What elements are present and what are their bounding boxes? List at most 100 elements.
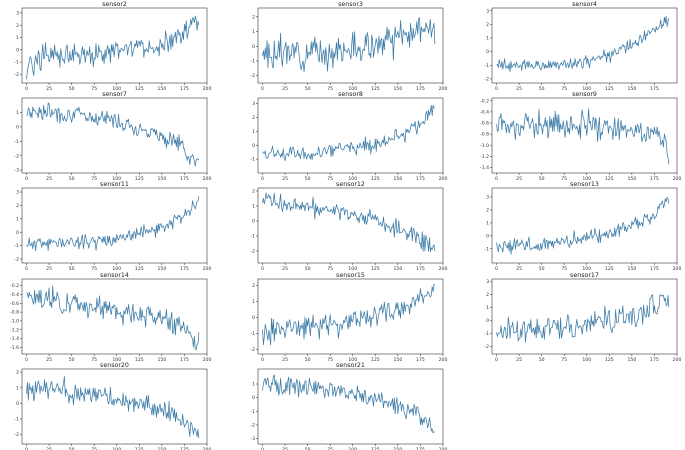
x-tick-label: 50 [305, 86, 311, 92]
y-tick-label: 0 [252, 143, 255, 149]
y-tick-label: -0.4 [480, 109, 489, 115]
x-tick-label: 50 [69, 266, 75, 272]
y-tick-label: -1.2 [10, 327, 19, 333]
x-tick-label: 175 [650, 266, 659, 272]
x-tick-label: 200 [673, 266, 682, 272]
x-tick-label: 50 [69, 357, 75, 363]
series-line-sensor13 [496, 196, 670, 255]
x-tick-label: 50 [305, 357, 311, 363]
y-tick-label: -1 [250, 234, 255, 240]
y-tick-label: -0.6 [480, 121, 489, 127]
subplot-sensor13: sensor13 0 25 50 75 100 125 150 175 200 -1 0 1 2 3 [484, 181, 681, 272]
x-tick-label: 125 [605, 357, 614, 363]
x-tick-label: 75 [91, 357, 97, 363]
x-tick-label: 25 [282, 176, 288, 182]
x-tick-label: 125 [135, 447, 144, 450]
axes-frame [257, 7, 444, 84]
y-tick-label: 0 [252, 44, 255, 50]
series-line-sensor17 [496, 294, 670, 343]
x-tick-label: 75 [91, 447, 97, 450]
x-tick-label: 175 [650, 176, 659, 182]
y-tick-label: -0.2 [10, 283, 19, 289]
subplot-sensor7: sensor7 0 25 50 75 100 125 150 175 200 -3 -2 -1 0 1 [14, 91, 211, 182]
y-tick-label: 3 [486, 279, 489, 285]
x-tick-label: 0 [25, 447, 28, 450]
y-tick-label: 1 [252, 382, 255, 388]
y-tick-label: 2 [252, 14, 255, 20]
y-tick-label: 2 [252, 283, 255, 289]
x-tick-label: 200 [203, 266, 212, 272]
x-tick-label: 75 [91, 86, 97, 92]
y-tick-label: 1 [486, 305, 489, 311]
y-tick-label: 0 [16, 124, 19, 130]
y-tick-label: 2 [16, 203, 19, 209]
y-tick-label: -1 [484, 246, 489, 252]
x-tick-label: 175 [650, 86, 659, 92]
subplot-title: sensor7 [102, 91, 127, 98]
y-tick-label: 3 [16, 190, 19, 196]
x-tick-label: 150 [157, 266, 166, 272]
y-tick-label: -2 [250, 73, 255, 79]
x-tick-label: 125 [135, 357, 144, 363]
y-tick-label: -0.4 [10, 292, 19, 298]
x-tick-label: 0 [25, 176, 28, 182]
x-tick-label: 0 [261, 357, 264, 363]
x-tick-label: 150 [157, 357, 166, 363]
series-line-sensor11 [26, 196, 200, 252]
subplot-title: sensor9 [572, 91, 597, 98]
x-tick-label: 150 [157, 86, 166, 92]
y-tick-label: 1 [252, 299, 255, 305]
x-tick-label: 75 [327, 447, 333, 450]
y-tick-label: 1 [16, 216, 19, 222]
subplot-sensor14: sensor14 0 25 50 75 100 125 150 175 200 -1.6 -1.4 -1… [10, 272, 211, 363]
y-tick-label: 1 [16, 110, 19, 116]
x-tick-label: 0 [495, 357, 498, 363]
y-tick-label: -2 [14, 153, 19, 159]
axes-frame [257, 97, 444, 174]
x-tick-label: 75 [561, 266, 567, 272]
x-tick-label: 25 [516, 176, 522, 182]
x-tick-label: 150 [393, 86, 402, 92]
x-tick-label: 25 [282, 357, 288, 363]
axes-frame [491, 97, 678, 174]
y-tick-label: -1 [14, 60, 19, 66]
x-tick-label: 75 [91, 176, 97, 182]
x-tick-label: 150 [393, 357, 402, 363]
x-tick-label: 125 [605, 266, 614, 272]
x-tick-label: 125 [135, 86, 144, 92]
x-tick-label: 75 [561, 176, 567, 182]
y-tick-label: 0 [486, 318, 489, 324]
x-tick-label: 200 [673, 176, 682, 182]
x-tick-label: 0 [495, 86, 498, 92]
x-tick-label: 0 [25, 357, 28, 363]
y-tick-label: -0.6 [10, 301, 19, 307]
x-tick-label: 150 [393, 447, 402, 450]
x-tick-label: 125 [135, 266, 144, 272]
x-tick-label: 25 [516, 266, 522, 272]
axes-frame [491, 7, 678, 84]
x-tick-label: 25 [46, 86, 52, 92]
x-tick-label: 200 [439, 357, 448, 363]
x-tick-label: 50 [539, 266, 545, 272]
x-tick-label: 50 [69, 176, 75, 182]
y-tick-label: 2 [252, 189, 255, 195]
subplot-title: sensor4 [572, 1, 597, 8]
y-tick-label: 1 [252, 204, 255, 210]
x-tick-label: 75 [327, 176, 333, 182]
x-tick-label: 25 [282, 266, 288, 272]
subplot-title: sensor3 [338, 1, 363, 8]
y-tick-label: -1 [484, 63, 489, 69]
subplot-sensor12: sensor12 0 25 50 75 100 125 150 175 200 -2 -1 0 1 2 [250, 181, 447, 272]
x-tick-label: 150 [157, 176, 166, 182]
y-tick-label: 1 [486, 221, 489, 227]
x-tick-label: 175 [180, 266, 189, 272]
y-tick-label: -2 [14, 257, 19, 263]
x-tick-label: 200 [673, 357, 682, 363]
y-tick-label: -3 [14, 168, 19, 174]
x-tick-label: 175 [180, 86, 189, 92]
subplot-sensor20: sensor20 0 25 50 75 100 125 150 175 200 -2 -1 0 1 2 [14, 362, 211, 450]
x-tick-label: 125 [371, 447, 380, 450]
y-tick-label: 3 [252, 101, 255, 107]
y-tick-label: -2 [250, 423, 255, 429]
subplot-title: sensor13 [570, 181, 599, 188]
